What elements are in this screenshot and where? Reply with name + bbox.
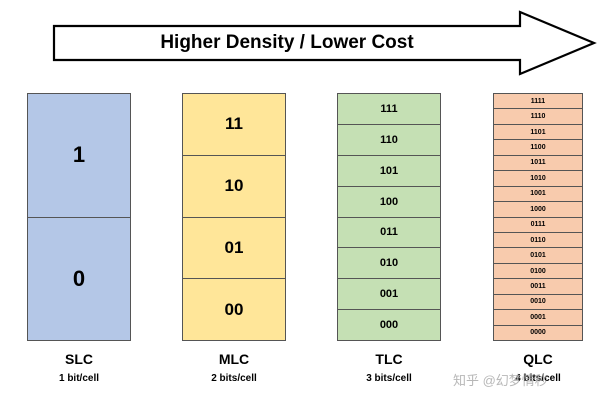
qlc-cell: 1111 xyxy=(494,94,582,110)
tlc-cell: 000 xyxy=(338,310,440,341)
mlc-column: 11 10 01 00 xyxy=(182,93,286,341)
qlc-cell: 1000 xyxy=(494,202,582,218)
tlc-cell: 001 xyxy=(338,279,440,311)
slc-subtitle: 1 bit/cell xyxy=(58,373,99,384)
tlc-label: TLC xyxy=(375,351,403,367)
qlc-cell: 1001 xyxy=(494,187,582,203)
tlc-cell: 111 xyxy=(338,94,440,125)
slc-cell: 1 xyxy=(28,94,130,218)
slc-label: SLC xyxy=(65,351,93,367)
mlc-cell: 11 xyxy=(183,94,285,156)
qlc-cell: 0111 xyxy=(494,218,582,233)
qlc-cell: 1010 xyxy=(494,171,582,187)
banner-title: Higher Density / Lower Cost xyxy=(160,32,414,53)
tlc-cell: 100 xyxy=(338,187,440,218)
qlc-cell: 0100 xyxy=(494,264,582,280)
tlc-subtitle: 3 bits/cell xyxy=(366,373,412,384)
qlc-subtitle: 4 bits/cell xyxy=(515,373,561,384)
mlc-cell: 01 xyxy=(183,218,285,280)
qlc-cell: 1110 xyxy=(494,109,582,125)
qlc-cell: 1011 xyxy=(494,156,582,172)
mlc-label: MLC xyxy=(218,351,250,367)
qlc-cell: 1100 xyxy=(494,140,582,156)
tlc-cell: 101 xyxy=(338,156,440,187)
mlc-cell: 10 xyxy=(183,156,285,218)
qlc-label: QLC xyxy=(523,351,553,367)
slc-cell: 0 xyxy=(28,218,130,341)
tlc-column: 111 110 101 100 011 010 001 000 xyxy=(337,93,441,341)
mlc-cell: 00 xyxy=(183,279,285,341)
watermark: 知乎 @幻梦情秒 xyxy=(453,373,548,388)
qlc-cell: 0101 xyxy=(494,248,582,264)
qlc-cell: 0000 xyxy=(494,326,582,341)
tlc-cell: 110 xyxy=(338,125,440,156)
qlc-cell: 0110 xyxy=(494,233,582,249)
tlc-cell: 010 xyxy=(338,248,440,280)
density-arrow xyxy=(52,10,597,76)
qlc-cell: 0011 xyxy=(494,279,582,295)
qlc-cell: 0001 xyxy=(494,310,582,326)
tlc-cell: 011 xyxy=(338,218,440,249)
qlc-column: 1111 1110 1101 1100 1011 1010 1001 1000 0111 0110… xyxy=(493,93,583,341)
qlc-cell: 0010 xyxy=(494,295,582,311)
qlc-cell: 1101 xyxy=(494,125,582,141)
mlc-subtitle: 2 bits/cell xyxy=(211,373,257,384)
